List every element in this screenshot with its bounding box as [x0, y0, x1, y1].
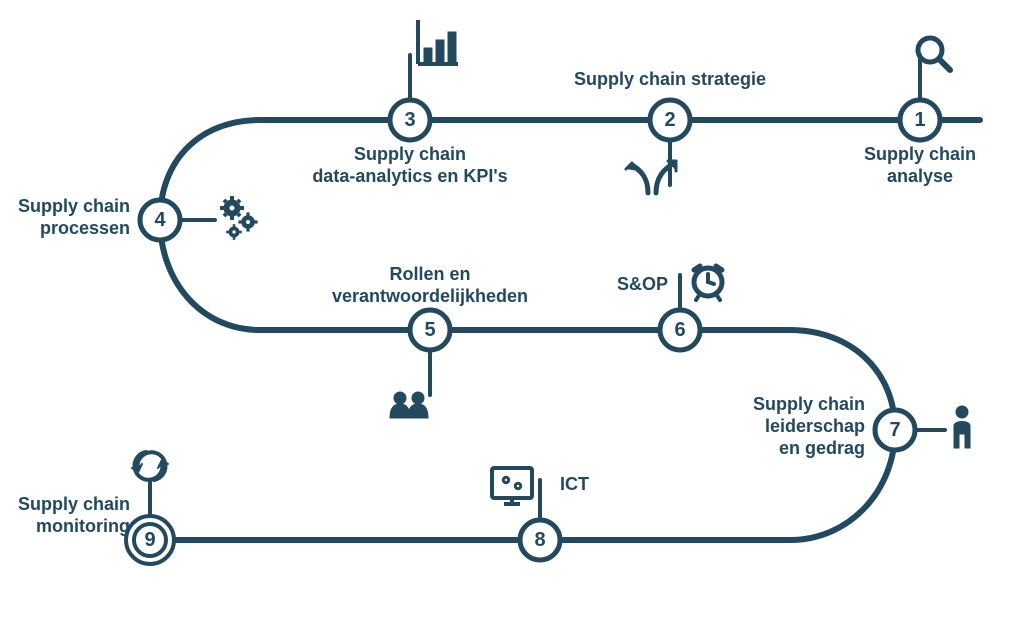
svg-text:Supply chainmonitoring: Supply chainmonitoring	[18, 494, 130, 536]
svg-text:4: 4	[154, 209, 166, 231]
magnifier-icon	[918, 38, 950, 70]
node-8: 8	[520, 520, 560, 560]
svg-text:7: 7	[889, 419, 900, 441]
node-9: 9	[126, 516, 174, 564]
supply-chain-serpentine-diagram: :root { --stroke: #23495e; }	[0, 0, 1024, 621]
svg-text:S&OP: S&OP	[617, 274, 668, 294]
svg-text:8: 8	[534, 529, 545, 551]
svg-text:Supply chaindata-analytics en: Supply chaindata-analytics en KPI's	[312, 144, 507, 186]
svg-text:Rollen enverantwoordelijkheden: Rollen enverantwoordelijkheden	[332, 264, 528, 306]
svg-text:3: 3	[404, 109, 415, 131]
svg-text:6: 6	[674, 319, 685, 341]
svg-text:5: 5	[424, 319, 435, 341]
node-3: 3	[390, 100, 430, 140]
gears-icon	[220, 196, 258, 240]
node-5: 5	[410, 310, 450, 350]
node-1: 1	[900, 100, 940, 140]
people-icon	[390, 392, 428, 418]
svg-text:2: 2	[664, 109, 675, 131]
node-7: 7	[875, 410, 915, 450]
monitor-gears-icon	[492, 468, 532, 504]
clock-icon	[694, 266, 722, 300]
svg-text:Supply chainleiderschapen gedr: Supply chainleiderschapen gedrag	[753, 394, 865, 458]
node-4: 4	[140, 200, 180, 240]
svg-text:Supply chain strategie: Supply chain strategie	[574, 69, 766, 89]
node-6: 6	[660, 310, 700, 350]
person-icon	[954, 406, 970, 448]
svg-text:ICT: ICT	[560, 474, 589, 494]
svg-text:Supply chainanalyse: Supply chainanalyse	[864, 144, 976, 186]
node-2: 2	[650, 100, 690, 140]
svg-text:Supply chainprocessen: Supply chainprocessen	[18, 196, 130, 238]
svg-text:1: 1	[914, 109, 925, 131]
cycle-icon	[132, 452, 168, 480]
bar-chart-icon	[418, 20, 458, 64]
svg-text:9: 9	[144, 529, 155, 551]
